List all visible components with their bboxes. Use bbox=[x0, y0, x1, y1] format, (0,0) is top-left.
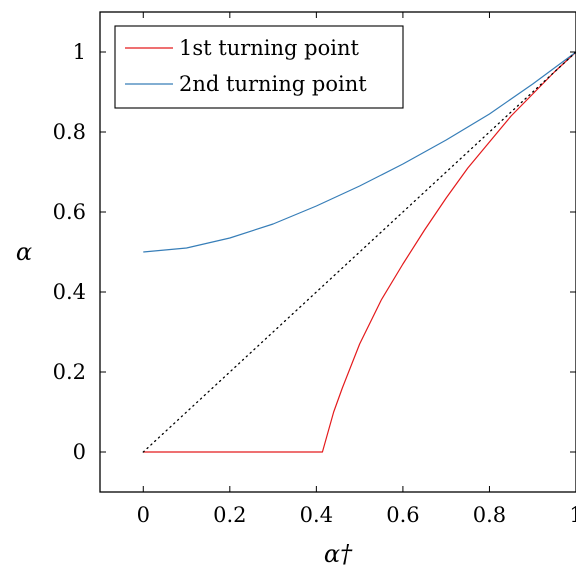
x-tick-label: 0.8 bbox=[473, 503, 506, 527]
y-tick-label: 0.4 bbox=[53, 280, 86, 304]
y-tick-label: 0.2 bbox=[53, 360, 86, 384]
legend-label: 2nd turning point bbox=[179, 72, 367, 96]
x-tick-label: 0.4 bbox=[300, 503, 333, 527]
y-tick-label: 1 bbox=[73, 40, 86, 64]
x-tick-label: 0.2 bbox=[213, 503, 246, 527]
x-tick-label: 1 bbox=[569, 503, 576, 527]
legend-box bbox=[114, 25, 404, 109]
x-axis-label: α† bbox=[324, 540, 353, 568]
y-axis-label: α bbox=[16, 238, 32, 266]
y-tick-label: 0.8 bbox=[53, 120, 86, 144]
x-tick-label: 0 bbox=[137, 503, 150, 527]
axes-frame bbox=[99, 11, 576, 493]
plot-area bbox=[142, 51, 576, 453]
legend: 1st turning point 2nd turning point bbox=[114, 25, 404, 109]
y-tick-label: 0 bbox=[73, 440, 86, 464]
x-tick-label: 0.6 bbox=[386, 503, 419, 527]
y-tick-label: 0.6 bbox=[53, 200, 86, 224]
series-line-1 bbox=[143, 51, 576, 453]
diagonal-reference-line bbox=[142, 51, 576, 453]
legend-label: 1st turning point bbox=[179, 36, 359, 60]
axis-ticks: 0 0.2 0.4 0.6 0.8 1 0 0.2 0.4 0.6 0.8 1 bbox=[53, 12, 576, 527]
series-line-2 bbox=[143, 51, 576, 253]
